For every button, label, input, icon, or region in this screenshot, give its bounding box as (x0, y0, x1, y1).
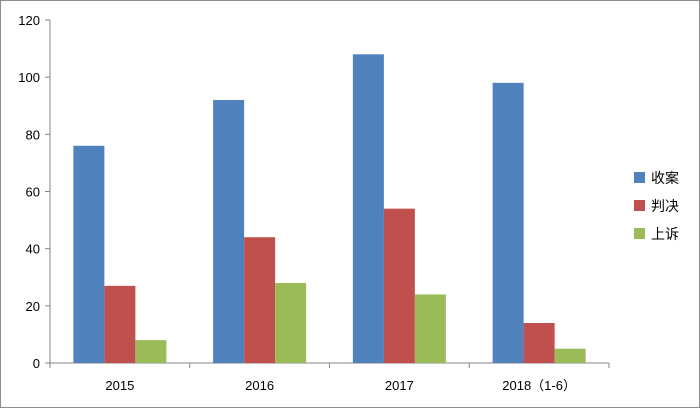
x-tick-label: 2015 (105, 378, 134, 393)
x-tick-label: 2018（1-6） (502, 378, 576, 393)
x-tick-label: 2017 (385, 378, 414, 393)
bar-收案-2016 (213, 100, 245, 364)
bar-收案-2018（1-6） (492, 82, 524, 363)
bar-上诉-2015 (135, 340, 167, 363)
bar-上诉-2018（1-6） (554, 348, 586, 363)
y-tick-label: 80 (26, 127, 40, 142)
bar-上诉-2016 (275, 282, 307, 363)
bar-判决-2016 (244, 237, 276, 363)
x-tick-label: 2016 (245, 378, 274, 393)
legend-label: 上诉 (651, 227, 679, 243)
legend-label: 判决 (651, 199, 679, 215)
legend-swatch (634, 200, 645, 211)
y-tick-label: 120 (18, 13, 40, 28)
y-tick-label: 60 (26, 185, 40, 200)
y-tick-label: 40 (26, 242, 40, 257)
legend-label: 收案 (651, 170, 679, 187)
bar-收案-2015 (73, 145, 105, 363)
y-tick-label: 20 (26, 299, 40, 314)
legend-swatch (634, 172, 645, 183)
bar-判决-2015 (104, 285, 136, 363)
bar-收案-2017 (352, 54, 384, 364)
tick-labels: 0 20 40 60 80 100 120 2015 2016 2017 2018（1-6） (18, 13, 576, 393)
bar-判决-2018（1-6） (523, 322, 555, 363)
bars (73, 54, 586, 364)
y-tick-label: 100 (18, 70, 40, 85)
legend-swatch (634, 228, 645, 239)
bar-上诉-2017 (414, 294, 446, 363)
bar-判决-2017 (383, 208, 415, 363)
y-tick-label: 0 (33, 356, 40, 371)
